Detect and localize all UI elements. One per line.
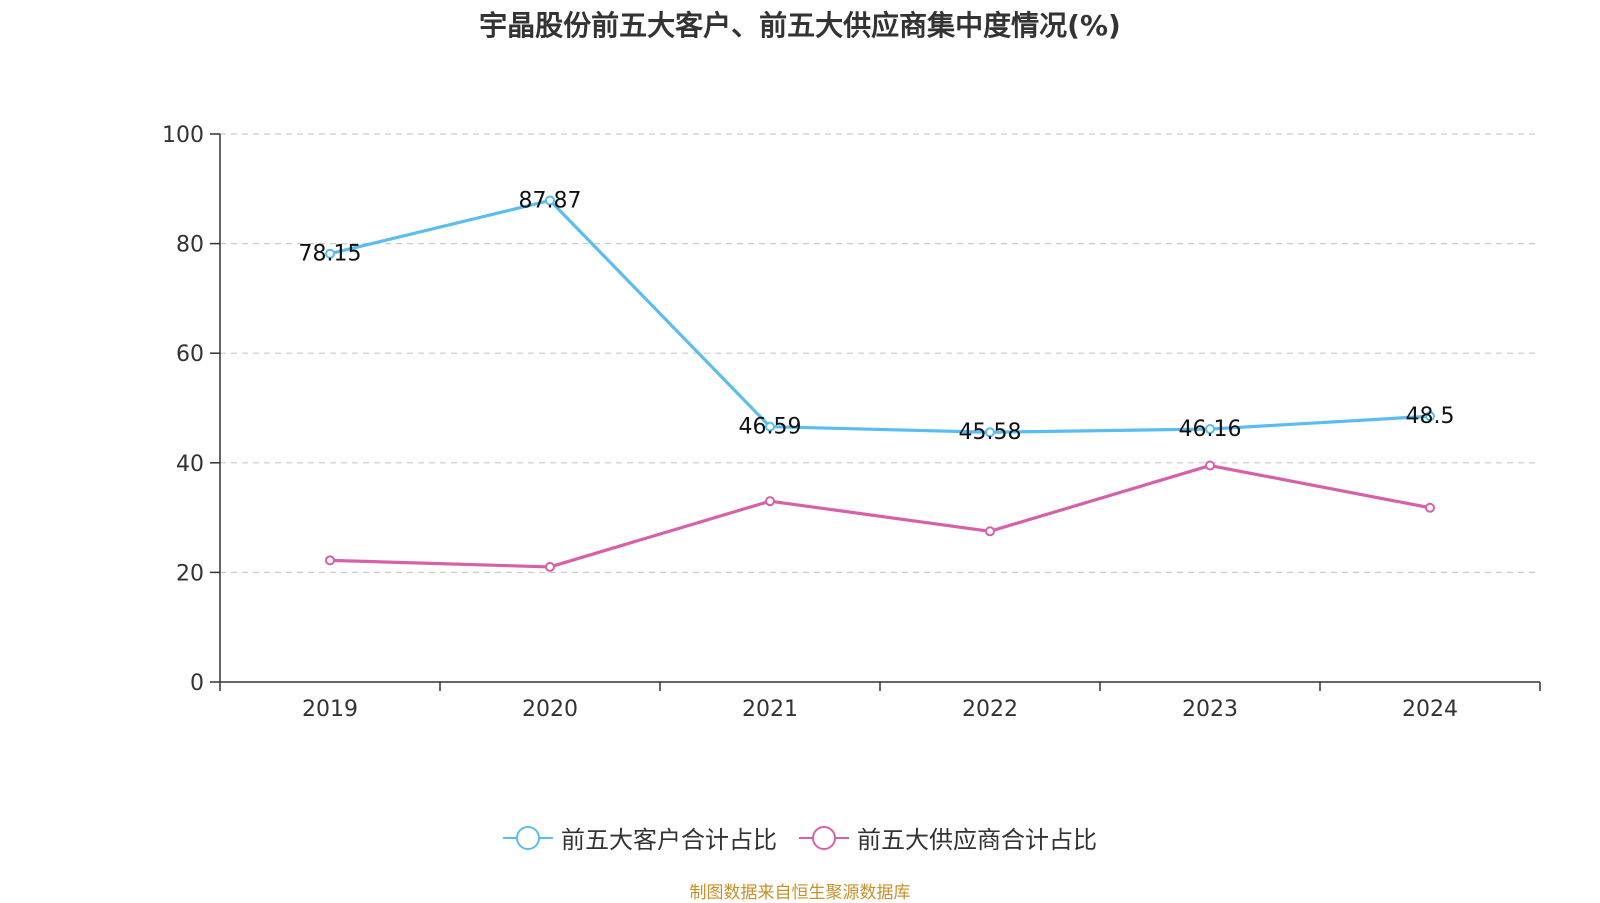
y-tick-label-100: 100 [162,123,204,148]
series-line-0 [329,198,1431,434]
x-tick-label-2024: 2024 [1402,697,1458,722]
x-tick-label-2019: 2019 [302,697,358,722]
legend-marker-suppliers [799,825,849,850]
y-tick-label-40: 40 [176,452,204,477]
y-tick-label-80: 80 [176,233,204,258]
legend-item-suppliers[interactable]: 前五大供应商合计占比 [799,820,1097,855]
legend: 前五大客户合计占比 前五大供应商合计占比 [0,820,1600,855]
legend-label-customers: 前五大客户合计占比 [561,826,777,854]
x-tick-label-2023: 2023 [1182,697,1238,722]
data-point-s1-2019 [325,555,335,566]
data-point-s1-2024 [1425,502,1435,513]
data-point-s0-2023 [1205,424,1215,435]
data-point-s0-2020 [545,195,555,206]
data-point-s1-2020 [545,561,555,572]
y-tick-label-0: 0 [190,671,204,696]
data-point-s1-2022 [985,526,995,537]
data-label-s0-2020: 87.87 [519,188,582,213]
legend-item-customers[interactable]: 前五大客户合计占比 [503,820,777,855]
series-line-1 [329,463,1431,569]
data-label-s0-2022: 45.58 [959,420,1022,445]
legend-label-suppliers: 前五大供应商合计占比 [857,826,1097,854]
x-tick-label-2020: 2020 [522,697,578,722]
legend-marker-customers [503,825,553,850]
data-point-s1-2021 [765,496,775,507]
data-point-s0-2021 [765,421,775,432]
data-label-s0-2021: 46.59 [739,415,802,440]
data-source-note: 制图数据来自恒生聚源数据库 [689,883,911,903]
data-label-s0-2023: 46.16 [1179,417,1242,442]
x-tick-label-2022: 2022 [962,697,1018,722]
data-point-s0-2019 [325,248,335,259]
data-point-s0-2022 [985,427,995,438]
chart-title: 宇晶股份前五大客户、前五大供应商集中度情况(%) [479,9,1121,42]
y-tick-label-60: 60 [176,342,204,367]
data-label-s0-2019: 78.15 [299,242,362,267]
data-point-s1-2023 [1205,460,1215,471]
x-tick-label-2021: 2021 [742,697,798,722]
y-tick-label-20: 20 [176,561,204,586]
data-label-s0-2024: 48.5 [1406,404,1455,429]
data-point-s0-2024 [1425,411,1435,422]
